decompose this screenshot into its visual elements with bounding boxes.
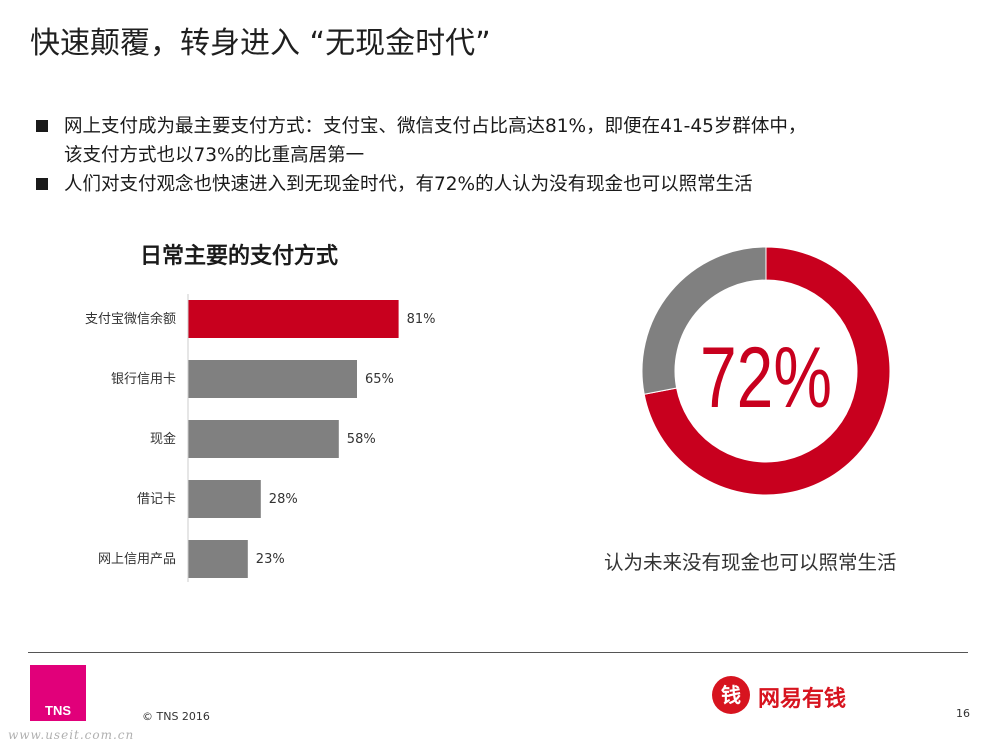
bar bbox=[188, 480, 261, 518]
bar-category-label: 银行信用卡 bbox=[111, 372, 176, 387]
bar bbox=[188, 420, 339, 458]
donut-caption: 认为未来没有现金也可以照常生活 bbox=[604, 551, 897, 574]
bar-category-label: 支付宝微信余额 bbox=[85, 311, 176, 327]
bar-category-label: 现金 bbox=[150, 431, 176, 447]
cashless-donut-chart: 72% bbox=[641, 246, 891, 496]
bullet-item: 网上支付成为最主要支付方式：支付宝、微信支付占比高达81%，即便在41-45岁群… bbox=[34, 112, 964, 170]
bar-value-label: 23% bbox=[256, 552, 285, 567]
bar bbox=[188, 540, 248, 578]
coin-icon: 钱 bbox=[712, 676, 750, 714]
page-title: 快速颠覆，转身进入 “无现金时代” bbox=[30, 26, 491, 61]
donut-slice bbox=[643, 246, 891, 496]
bar-value-label: 81% bbox=[407, 312, 436, 327]
bullet-text-line: 网上支付成为最主要支付方式：支付宝、微信支付占比高达81%，即便在41-45岁群… bbox=[64, 116, 807, 137]
tns-logo: TNS bbox=[30, 665, 86, 721]
bullet-list: 网上支付成为最主要支付方式：支付宝、微信支付占比高达81%，即便在41-45岁群… bbox=[34, 112, 964, 199]
footer-divider bbox=[28, 652, 968, 653]
copyright-text: © TNS 2016 bbox=[142, 710, 210, 723]
bar-chart-title: 日常主要的支付方式 bbox=[140, 244, 339, 269]
bar bbox=[188, 300, 399, 338]
watermark-text: www.useit.com.cn bbox=[8, 728, 135, 742]
bar-category-label: 网上信用产品 bbox=[98, 552, 176, 567]
bar bbox=[188, 360, 357, 398]
bar-category-label: 借记卡 bbox=[137, 492, 176, 507]
bar-value-label: 28% bbox=[269, 492, 298, 507]
square-bullet-icon bbox=[36, 120, 48, 132]
donut-slice bbox=[641, 246, 767, 395]
brand-name: 网易有钱 bbox=[758, 687, 847, 712]
donut-center-label: 72% bbox=[700, 330, 832, 426]
bullet-text-line: 人们对支付观念也快速进入到无现金时代，有72%的人认为没有现金也可以照常生活 bbox=[64, 174, 753, 195]
square-bullet-icon bbox=[36, 178, 48, 190]
bar-value-label: 65% bbox=[365, 372, 394, 387]
bullet-item: 人们对支付观念也快速进入到无现金时代，有72%的人认为没有现金也可以照常生活 bbox=[34, 170, 964, 199]
bullet-text-line: 该支付方式也以73%的比重高居第一 bbox=[64, 145, 365, 166]
payment-method-bar-chart: 支付宝微信余额 81% 银行信用卡 65% 现金 58% 借记卡 28% 网上信用产品 23% bbox=[85, 294, 436, 582]
tns-logo-text: TNS bbox=[45, 703, 71, 718]
bar-value-label: 58% bbox=[347, 432, 376, 447]
page-number: 16 bbox=[956, 707, 970, 720]
